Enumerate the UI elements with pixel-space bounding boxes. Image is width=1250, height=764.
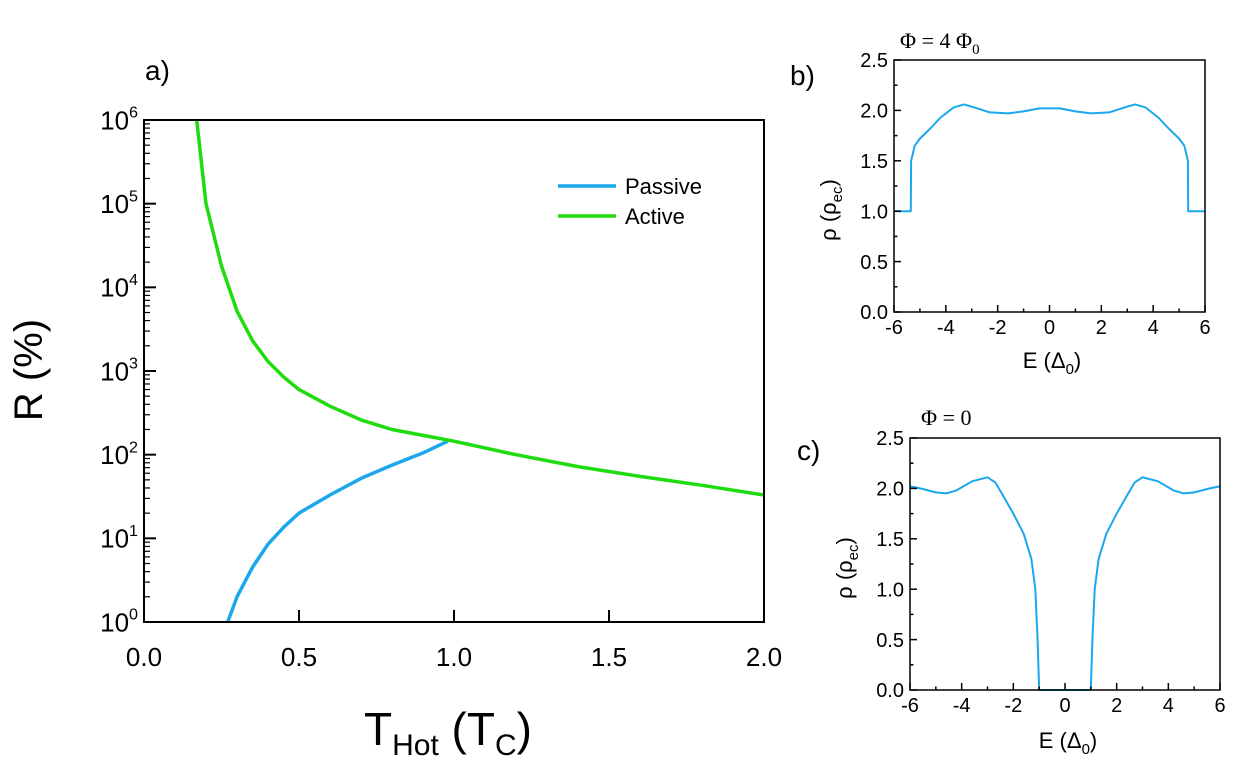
x-tick-label: 6 xyxy=(1199,317,1210,339)
x-tick-label: 4 xyxy=(1148,317,1159,339)
y-tick-label: 2.5 xyxy=(876,428,904,450)
panel-a-chart: a) 0.0 0.5 1.0 1.5 2.0100101102103104105106 … xyxy=(7,55,782,762)
x-tick-label: -2 xyxy=(989,317,1007,339)
y-tick-label: 0.5 xyxy=(860,252,888,274)
x-tick-label: -4 xyxy=(953,695,971,717)
x-tick-label: -2 xyxy=(1004,695,1022,717)
x-tick-label: -6 xyxy=(901,695,919,717)
x-tick-label: 4 xyxy=(1163,695,1174,717)
x-tick-label: -6 xyxy=(885,317,903,339)
y-tick-label: 105 xyxy=(100,187,138,219)
y-tick-label: 0.0 xyxy=(876,680,904,702)
y-tick-label: 0.0 xyxy=(860,302,888,324)
y-tick-label: 2.0 xyxy=(876,479,904,501)
y-tick-label: 1.5 xyxy=(876,529,904,551)
y-tick-label: 1.0 xyxy=(876,579,904,601)
y-tick-label: 106 xyxy=(100,104,138,136)
panel-a-plot-area: 0.0 0.5 1.0 1.5 2.0 100 101 102 103 104 105 106 xyxy=(100,104,782,672)
legend-active-label: Active xyxy=(625,204,685,229)
plot-frame xyxy=(893,59,1206,313)
x-tick-label: 0.5 xyxy=(281,642,317,672)
x-tick-label: 0 xyxy=(1059,695,1070,717)
y-tick-label: 2.5 xyxy=(860,50,888,72)
x-tick-label: 1.5 xyxy=(591,642,627,672)
panel-c-label: c) xyxy=(797,435,820,466)
y-tick-label: 104 xyxy=(100,271,138,303)
y-tick-label: 101 xyxy=(100,522,138,554)
panel-b-title: Φ = 4 Φ0 xyxy=(900,28,980,58)
y-tick-label: 103 xyxy=(100,355,138,387)
panel-b-chart: b) Φ = 4 Φ0 -6 -4 -2 0 2 4 6 0.0 0.5 1.0 1.5 2.0 2.5… xyxy=(790,28,1211,378)
panel-b-plot-area: -6 -4 -2 0 2 4 6 0.0 0.5 1.0 1.5 2.0 2.5 xyxy=(860,50,1210,339)
legend: Passive Active xyxy=(558,174,702,229)
y-tick-label: 2.0 xyxy=(860,101,888,123)
panel-b-label: b) xyxy=(790,60,815,91)
legend-passive-label: Passive xyxy=(625,174,702,199)
y-tick-label: 100 xyxy=(100,606,138,638)
x-tick-label: 0.0 xyxy=(126,642,162,672)
panel-c-plot-area: -6 -4 -2 0 2 4 6 0.0 0.5 1.0 1.5 2.0 2.5 xyxy=(876,428,1225,717)
y-tick-label: 0.5 xyxy=(876,630,904,652)
panel-b-x-axis-label: E (Δ0) xyxy=(1023,348,1081,378)
plot-frame xyxy=(909,437,1221,691)
series-line--4-0 xyxy=(894,103,1205,213)
x-tick-label: 2 xyxy=(1111,695,1122,717)
panel-c-chart: c) Φ = 0 -6 -4 -2 0 2 4 6 0.0 0.5 1.0 1.5 2.0 2.5 E … xyxy=(797,405,1226,758)
panel-b-y-axis-label: ρ (ρec) xyxy=(816,179,846,241)
series-line--0 xyxy=(909,476,1221,691)
y-tick-label: 102 xyxy=(100,438,138,470)
panel-c-title: Φ = 0 xyxy=(921,405,972,430)
x-tick-label: 2.0 xyxy=(746,642,782,672)
series-line-passive xyxy=(226,439,449,623)
panel-a-x-axis-label: THot (TC) xyxy=(364,703,532,762)
series-line-active xyxy=(194,119,765,497)
panel-a-label: a) xyxy=(145,55,170,86)
panel-c-x-axis-label: E (Δ0) xyxy=(1039,728,1097,758)
panel-c-y-axis-label: ρ (ρec) xyxy=(832,537,862,599)
y-tick-label: 1.5 xyxy=(860,151,888,173)
x-tick-label: 6 xyxy=(1214,695,1225,717)
y-tick-label: 1.0 xyxy=(860,201,888,223)
panel-a-y-axis-label: R (%) xyxy=(7,319,51,421)
x-tick-label: -4 xyxy=(937,317,955,339)
x-tick-label: 2 xyxy=(1096,317,1107,339)
x-tick-label: 0 xyxy=(1044,317,1055,339)
x-tick-label: 1.0 xyxy=(436,642,472,672)
